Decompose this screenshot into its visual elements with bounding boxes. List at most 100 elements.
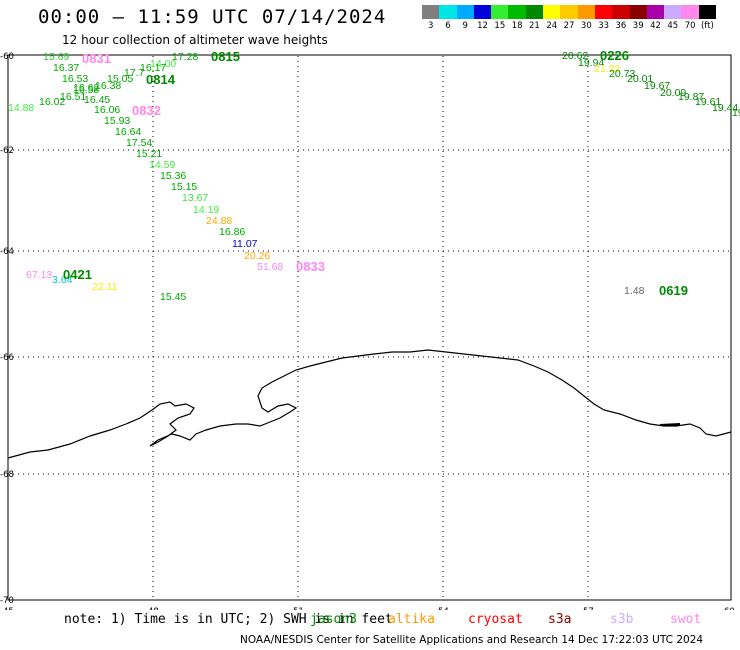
y-tick-label: -62	[0, 146, 14, 156]
wave-height-label: 20.62	[562, 50, 588, 62]
altimeter-map: 454851545760-60-62-64-66-68-70 15.6916.3…	[0, 48, 740, 610]
legend-label: 12	[477, 21, 488, 31]
legend-label: 70	[684, 21, 696, 31]
wave-height-label: 21.22	[594, 63, 620, 75]
legend-swatch	[681, 5, 699, 19]
wave-height-label: 15.93	[104, 115, 130, 127]
pass-time-label: 0833	[296, 259, 325, 274]
wave-height-label: 19.61	[695, 96, 721, 108]
footer-credit: NOAA/NESDIS Center for Satellite Applica…	[240, 634, 704, 646]
wave-height-label: 16.02	[39, 96, 65, 108]
x-tick-label: 54	[438, 607, 449, 610]
note-text: note: 1) Time is in UTC; 2) SWH is in fe…	[64, 612, 393, 627]
legend-label: 36	[615, 21, 627, 31]
legend-label: (ft)	[700, 21, 714, 31]
legend-label: 3	[427, 21, 434, 31]
wave-height-label: 16.17	[140, 62, 166, 74]
legend-label: 33	[598, 21, 610, 31]
satellite-label: s3a	[548, 612, 572, 627]
wave-height-label: 11.07	[232, 238, 258, 250]
page-subtitle: 12 hour collection of altimeter wave hei…	[62, 33, 328, 47]
wave-height-label: 16.64	[115, 126, 141, 138]
color-legend	[422, 5, 717, 19]
wave-height-label: 16.51	[60, 91, 86, 103]
page-title: 00:00 – 11:59 UTC 07/14/2024	[38, 6, 387, 28]
legend-label: 6	[445, 21, 451, 31]
y-tick-label: -60	[0, 52, 14, 62]
satellite-label: swot	[670, 612, 702, 627]
pass-time-label: 0814	[146, 72, 176, 87]
legend-swatch	[594, 5, 613, 19]
wave-height-label: 17.7	[124, 67, 145, 79]
wave-height-label: 14.88	[8, 102, 34, 114]
wave-height-label: 14.00	[150, 58, 176, 70]
wave-height-label: 15.36	[160, 170, 186, 182]
legend-label: 24	[546, 21, 558, 31]
wave-height-label: 17.28	[172, 51, 198, 63]
satellite-label: cryosat	[468, 612, 523, 627]
pass-time-label: 0226	[600, 48, 629, 63]
axis-ticks: 45 48 51 54 57 60 -60 -62 -64 -66 -68 -70	[0, 52, 735, 610]
wave-height-label: 15.05	[107, 73, 133, 85]
wave-height-label: 16.38	[95, 80, 121, 92]
wave-height-label: 16.86	[219, 226, 245, 238]
wave-height-label: 24.88	[206, 215, 232, 227]
pass-time-label: 0421	[63, 267, 92, 282]
y-tick-label: -68	[0, 470, 14, 480]
wave-height-label: 16.62	[73, 82, 99, 94]
wave-height-label: 22.11	[92, 281, 118, 293]
wave-height-label: 14.19	[193, 204, 219, 216]
legend-swatch	[422, 5, 440, 19]
legend-label: 18	[511, 21, 523, 31]
legend-label: 27	[563, 21, 575, 31]
wave-height-label: 19.67	[644, 80, 670, 92]
wave-height-label: 19.94	[578, 57, 604, 69]
legend-label: 39	[632, 21, 644, 31]
island	[660, 423, 680, 426]
legend-swatch	[473, 5, 492, 19]
legend-label: 42	[650, 21, 661, 31]
wave-height-label: 20.26	[244, 250, 270, 262]
x-tick-label: 51	[293, 607, 304, 610]
coastline	[7, 349, 732, 459]
legend-swatch	[560, 5, 578, 19]
wave-height-label: 13.67	[182, 192, 208, 204]
wave-height-label: 20.01	[627, 73, 653, 85]
wave-height-label: 19	[732, 107, 740, 119]
y-tick-label: -70	[0, 596, 14, 606]
legend-swatch	[439, 5, 457, 19]
satellite-label: jason3	[310, 612, 357, 627]
legend-label: 30	[580, 21, 592, 31]
legend-swatch	[543, 5, 561, 19]
satellite-label: s3b	[610, 612, 634, 627]
legend-label: 45	[667, 21, 679, 31]
x-tick-label: 60	[724, 607, 735, 610]
wave-height-label: 19.87	[678, 91, 704, 103]
legend-swatch	[698, 5, 717, 19]
legend-swatch	[664, 5, 682, 19]
wave-height-label: 15.21	[136, 148, 162, 160]
satellite-label: altika	[388, 612, 435, 627]
x-tick-label: 57	[583, 607, 594, 610]
wave-height-label: 16.53	[62, 73, 88, 85]
legend-swatch	[646, 5, 665, 19]
x-tick-label: 45	[3, 607, 14, 610]
wave-height-label: 15.45	[160, 291, 186, 303]
legend-swatch	[577, 5, 595, 19]
grid-lines	[8, 56, 731, 600]
wave-height-label: 3.64	[52, 274, 73, 286]
wave-height-label: 16.58	[73, 84, 99, 96]
legend-swatch	[456, 5, 474, 19]
pass-time-label: 0832	[132, 103, 161, 118]
legend-swatch	[612, 5, 630, 19]
pass-time-label: 0815	[211, 49, 240, 64]
color-legend-labels: 3 6 9 12 15 18 21 24 27 30 33 36 39 42 45 70 (ft)	[422, 21, 716, 31]
wave-height-label: 20.73	[609, 68, 635, 80]
legend-label: 21	[529, 21, 540, 31]
wave-height-label: 17.54	[126, 137, 152, 149]
pass-time-label: 0619	[659, 283, 688, 298]
wave-height-label: 20.09	[660, 87, 686, 99]
pass-time-label: 0831	[82, 51, 111, 66]
wave-height-label: 15.15	[171, 181, 197, 193]
